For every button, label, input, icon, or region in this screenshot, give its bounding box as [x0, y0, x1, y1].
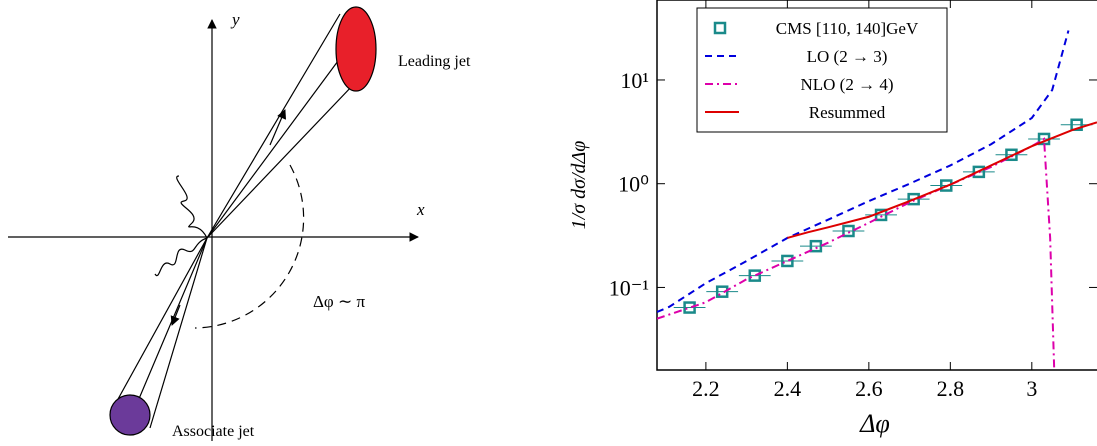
y-tick-label: 10⁰ — [618, 172, 649, 197]
jet-line — [129, 237, 208, 421]
y-axis-title: 1/σ dσ/dΔφ — [568, 141, 590, 230]
leading-jet — [335, 6, 377, 92]
legend-label: NLO (2 → 4) — [800, 75, 893, 94]
data-point — [809, 239, 823, 253]
gluon — [154, 175, 208, 277]
plot-frame — [656, 0, 1097, 371]
x-axis-title: Δφ — [859, 409, 890, 438]
x-tick-label: 2.4 — [774, 376, 802, 401]
jet-label: Associate jet — [172, 423, 255, 440]
jet-line — [111, 237, 208, 411]
x-axis-label: x — [416, 200, 425, 219]
series-line — [657, 137, 1056, 370]
data-point — [1005, 148, 1018, 162]
associate-jet — [109, 394, 151, 436]
x-tick-label: 2.8 — [937, 376, 965, 401]
jet-label: Leading jet — [398, 53, 471, 70]
series-line — [657, 30, 1070, 313]
legend-label: LO (2 → 3) — [807, 47, 888, 66]
y-axis-label: y — [230, 10, 240, 29]
data-point — [940, 179, 953, 192]
data-point — [781, 254, 794, 268]
jet-line — [206, 61, 376, 239]
x-tick-label: 2.6 — [855, 376, 883, 401]
jet-line — [149, 237, 208, 429]
jet-line — [206, 13, 341, 239]
y-tick-label: 10⁻¹ — [609, 275, 649, 300]
y-tick-label: 10¹ — [620, 68, 649, 93]
momentum-arrow — [269, 109, 287, 146]
series-line — [787, 121, 1097, 239]
legend-label: CMS [110, 140]GeV — [776, 19, 919, 38]
jet-line — [206, 37, 356, 239]
momentum-arrow — [170, 304, 181, 326]
diagram — [8, 6, 419, 441]
x-tick-label: 2.2 — [692, 376, 720, 401]
angle-arc — [194, 164, 305, 329]
legend-swatch — [713, 21, 727, 35]
angle-label: Δφ ∼ π — [313, 292, 365, 311]
plot-area — [657, 30, 1097, 370]
data-point — [715, 285, 729, 298]
data-point — [842, 224, 855, 238]
data-point — [683, 301, 696, 314]
x-tick-label: 3 — [1026, 376, 1037, 401]
legend-label: Resummed — [809, 103, 886, 122]
data-point — [972, 165, 986, 179]
data-point — [1070, 118, 1083, 132]
data-point — [748, 269, 762, 282]
